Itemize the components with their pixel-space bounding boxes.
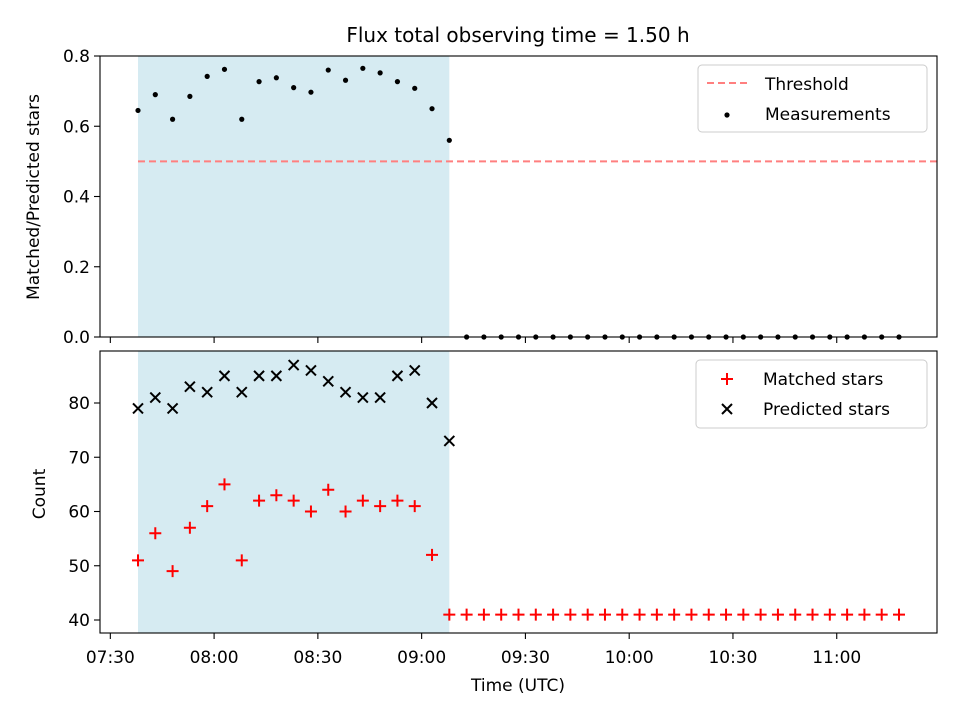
measurement-point (135, 108, 140, 113)
measurement-point (360, 66, 365, 71)
matched-star-point (685, 609, 697, 621)
flux-chart: Flux total observing time = 1.50 h Match… (0, 0, 960, 720)
x-tick-label: 10:30 (708, 648, 757, 668)
matched-star-point (495, 609, 507, 621)
matched-legend-label: Matched stars (763, 370, 883, 390)
measurement-point (447, 138, 452, 143)
matched-star-point (582, 609, 594, 621)
matched-star-point (668, 609, 680, 621)
measurements-legend-label: Measurements (765, 105, 891, 125)
x-tick-label: 08:00 (190, 648, 239, 668)
matched-star-point (858, 609, 870, 621)
measurement-point (274, 75, 279, 80)
ratio-panel: Matched/Predicted stars 0.00.20.40.60.8 … (24, 47, 941, 348)
x-tick-label: 10:00 (605, 648, 654, 668)
measurement-point (326, 67, 331, 72)
matched-star-point (807, 609, 819, 621)
chart-title: Flux total observing time = 1.50 h (346, 23, 689, 47)
matched-star-point (634, 609, 646, 621)
measurement-point (378, 70, 383, 75)
measurement-point (153, 92, 158, 97)
matched-star-point (876, 609, 888, 621)
measurement-point (291, 85, 296, 90)
measurement-point (205, 74, 210, 79)
measurement-point (256, 79, 261, 84)
matched-star-point (651, 609, 663, 621)
bottom-legend: Matched stars Predicted stars (696, 360, 927, 428)
matched-star-point (703, 609, 715, 621)
x-tick-label: 09:00 (397, 648, 446, 668)
matched-star-point (478, 609, 490, 621)
matched-star-point (461, 609, 473, 621)
matched-star-point (737, 609, 749, 621)
bottom-y-tick-label: 80 (68, 394, 90, 414)
top-y-tick-label: 0.2 (63, 258, 90, 278)
bottom-y-axis-label: Count (30, 468, 50, 519)
x-tick-label: 09:30 (501, 648, 550, 668)
measurement-point (343, 78, 348, 83)
measurement-point (395, 79, 400, 84)
top-y-tick-label: 0.8 (63, 47, 90, 67)
measurements-legend-swatch (724, 112, 729, 117)
bottom-y-tick-label: 70 (68, 448, 90, 468)
predicted-legend-label: Predicted stars (763, 400, 890, 420)
count-panel: Count Time (UTC) 40 50 60 70 80 07:30 08:00 08:… (30, 351, 937, 696)
x-tick-label: 11:00 (812, 648, 861, 668)
measurement-point (170, 117, 175, 122)
bottom-y-tick-label: 40 (68, 611, 90, 631)
measurement-point (429, 106, 434, 111)
matched-star-point (824, 609, 836, 621)
x-tick-label: 08:30 (293, 648, 342, 668)
bottom-y-tick-label: 60 (68, 503, 90, 523)
measurement-point (308, 90, 313, 95)
matched-star-point (720, 609, 732, 621)
observing-window-shade (138, 351, 449, 633)
matched-star-point (513, 609, 525, 621)
top-y-axis-label: Matched/Predicted stars (24, 94, 44, 300)
measurement-point (412, 86, 417, 91)
measurement-point (187, 94, 192, 99)
matched-star-point (530, 609, 542, 621)
matched-star-point (547, 609, 559, 621)
observing-window-shade (138, 56, 449, 337)
x-axis-label: Time (UTC) (470, 676, 565, 696)
matched-star-point (564, 609, 576, 621)
matched-star-point (841, 609, 853, 621)
matched-star-point (772, 609, 784, 621)
x-tick-label: 07:30 (86, 648, 135, 668)
top-y-tick-label: 0.4 (63, 188, 90, 208)
top-y-tick-label: 0.6 (63, 117, 90, 137)
matched-star-point (893, 609, 905, 621)
matched-star-point (599, 609, 611, 621)
bottom-y-tick-label: 50 (68, 557, 90, 577)
matched-star-point (789, 609, 801, 621)
measurement-point (239, 117, 244, 122)
top-y-tick-label: 0.0 (63, 328, 90, 348)
matched-star-point (755, 609, 767, 621)
measurement-point (222, 67, 227, 72)
threshold-legend-label: Threshold (764, 75, 849, 95)
top-legend: Threshold Measurements (698, 65, 927, 132)
matched-star-point (616, 609, 628, 621)
